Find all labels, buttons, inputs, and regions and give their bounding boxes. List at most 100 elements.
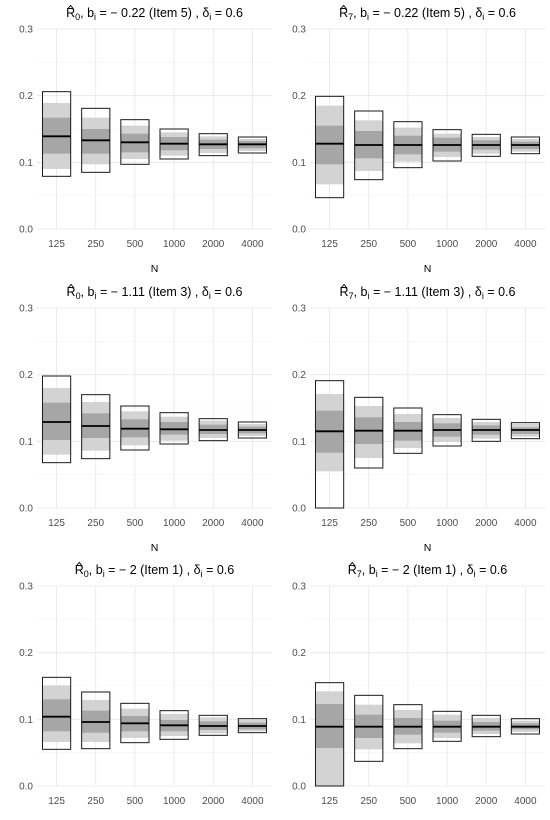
x-tick-label: 2000	[475, 518, 498, 529]
x-tick-label: 2000	[202, 518, 225, 529]
x-tick-label: 125	[321, 239, 338, 250]
box-dark-band	[159, 422, 189, 435]
box-500	[393, 121, 423, 169]
box-1000	[432, 414, 462, 447]
box-dark-band	[42, 699, 71, 732]
box-4000	[237, 421, 268, 439]
box-1000	[159, 710, 189, 740]
box-1000	[432, 710, 462, 742]
panel-title: R0, bi = − 2 (Item 1) , δi = 0.6	[75, 563, 235, 579]
box-outline	[41, 676, 72, 750]
box-4000	[510, 136, 541, 155]
x-tick-label: 125	[48, 239, 65, 250]
y-tick-label: 0.0	[292, 225, 306, 236]
x-axis-label: N	[424, 542, 432, 554]
x-tick-label: 250	[87, 796, 104, 807]
box-outline	[314, 682, 345, 787]
y-tick-label: 0.3	[292, 582, 306, 593]
box-1000	[159, 128, 189, 160]
x-tick-label: 250	[87, 518, 104, 529]
panel-4: 0.0 0.1 0.2 0.3 125 250 500 1000 2000 4000 N R7, bi…	[292, 283, 545, 554]
panel-1: 0.0 0.1 0.2 0.3 125 250 500 1000 2000 4000 N R0, bi…	[19, 4, 272, 275]
y-tick-label: 0.0	[19, 504, 33, 515]
y-tick-label: 0.0	[292, 782, 306, 793]
y-tick-label: 0.2	[292, 370, 306, 381]
panel-3: 0.0 0.1 0.2 0.3 125 250 500 1000 2000 4000 N R0, bi…	[19, 283, 272, 554]
box-125	[314, 95, 345, 199]
x-tick-label: 500	[400, 518, 417, 529]
box-125	[41, 375, 72, 464]
box-2000	[198, 714, 228, 736]
x-tick-label: 1000	[436, 239, 459, 250]
box-4000	[237, 136, 268, 154]
y-tick-label: 0.2	[19, 370, 33, 381]
x-axis-label: N	[151, 542, 159, 554]
y-tick-label: 0.0	[292, 504, 306, 515]
x-tick-label: 4000	[241, 239, 264, 250]
box-250	[81, 394, 111, 460]
y-tick-label: 0.3	[292, 304, 306, 315]
hat-accent	[340, 283, 348, 289]
x-tick-label: 2000	[475, 239, 498, 250]
y-tick-label: 0.3	[19, 304, 33, 315]
x-tick-label: 125	[321, 518, 338, 529]
box-500	[393, 407, 423, 454]
x-tick-label: 250	[87, 239, 104, 250]
box-outline	[81, 691, 111, 750]
y-tick-label: 0.1	[292, 715, 306, 726]
hat-accent	[67, 283, 75, 289]
box-1000	[432, 129, 462, 162]
x-tick-label: 500	[127, 518, 144, 529]
x-tick-label: 1000	[436, 796, 459, 807]
box-dark-band	[81, 129, 110, 154]
y-tick-label: 0.1	[19, 158, 33, 169]
box-125	[314, 682, 345, 787]
box-500	[120, 119, 150, 165]
y-tick-label: 0.0	[19, 782, 33, 793]
box-outline	[41, 375, 72, 464]
box-4000	[510, 422, 541, 440]
x-tick-label: 1000	[163, 239, 186, 250]
panel-title: R7, bi = − 0.22 (Item 5) , δi = 0.6	[339, 6, 516, 22]
box-dark-band	[315, 125, 344, 165]
box-500	[393, 704, 423, 750]
x-tick-label: 1000	[163, 796, 186, 807]
y-tick-label: 0.3	[19, 582, 33, 593]
box-1000	[159, 412, 189, 445]
y-tick-label: 0.1	[19, 437, 33, 448]
hat-accent	[340, 4, 347, 10]
x-tick-label: 125	[48, 518, 65, 529]
box-250	[354, 694, 384, 762]
x-tick-label: 250	[360, 239, 377, 250]
box-4000	[237, 718, 268, 734]
x-axis-label: N	[151, 263, 159, 275]
box-125	[41, 676, 72, 750]
panel-title: R0, bi = − 0.22 (Item 5) , δi = 0.6	[66, 6, 243, 22]
x-tick-label: 250	[360, 518, 377, 529]
box-250	[354, 110, 384, 181]
x-tick-label: 500	[127, 796, 144, 807]
x-tick-label: 2000	[202, 239, 225, 250]
panel-2: 0.0 0.1 0.2 0.3 125 250 500 1000 2000 4000 N R7, bi…	[292, 4, 545, 275]
box-2000	[471, 418, 501, 442]
hat-accent	[348, 561, 356, 567]
y-tick-label: 0.3	[19, 25, 33, 36]
panel-title: R7, bi = − 1.11 (Item 3) , δi = 0.6	[340, 285, 516, 301]
box-2000	[471, 714, 501, 738]
x-tick-label: 250	[360, 796, 377, 807]
x-tick-label: 1000	[436, 518, 459, 529]
x-tick-label: 500	[400, 796, 417, 807]
y-tick-label: 0.3	[292, 25, 306, 36]
x-tick-label: 500	[400, 239, 417, 250]
x-tick-label: 500	[127, 239, 144, 250]
panel-title: R0, bi = − 1.11 (Item 3) , δi = 0.6	[67, 285, 243, 301]
x-tick-label: 125	[48, 796, 65, 807]
x-tick-label: 4000	[514, 518, 537, 529]
box-125	[314, 380, 345, 509]
x-tick-label: 1000	[163, 518, 186, 529]
box-outline	[354, 396, 384, 469]
box-2000	[198, 133, 228, 157]
